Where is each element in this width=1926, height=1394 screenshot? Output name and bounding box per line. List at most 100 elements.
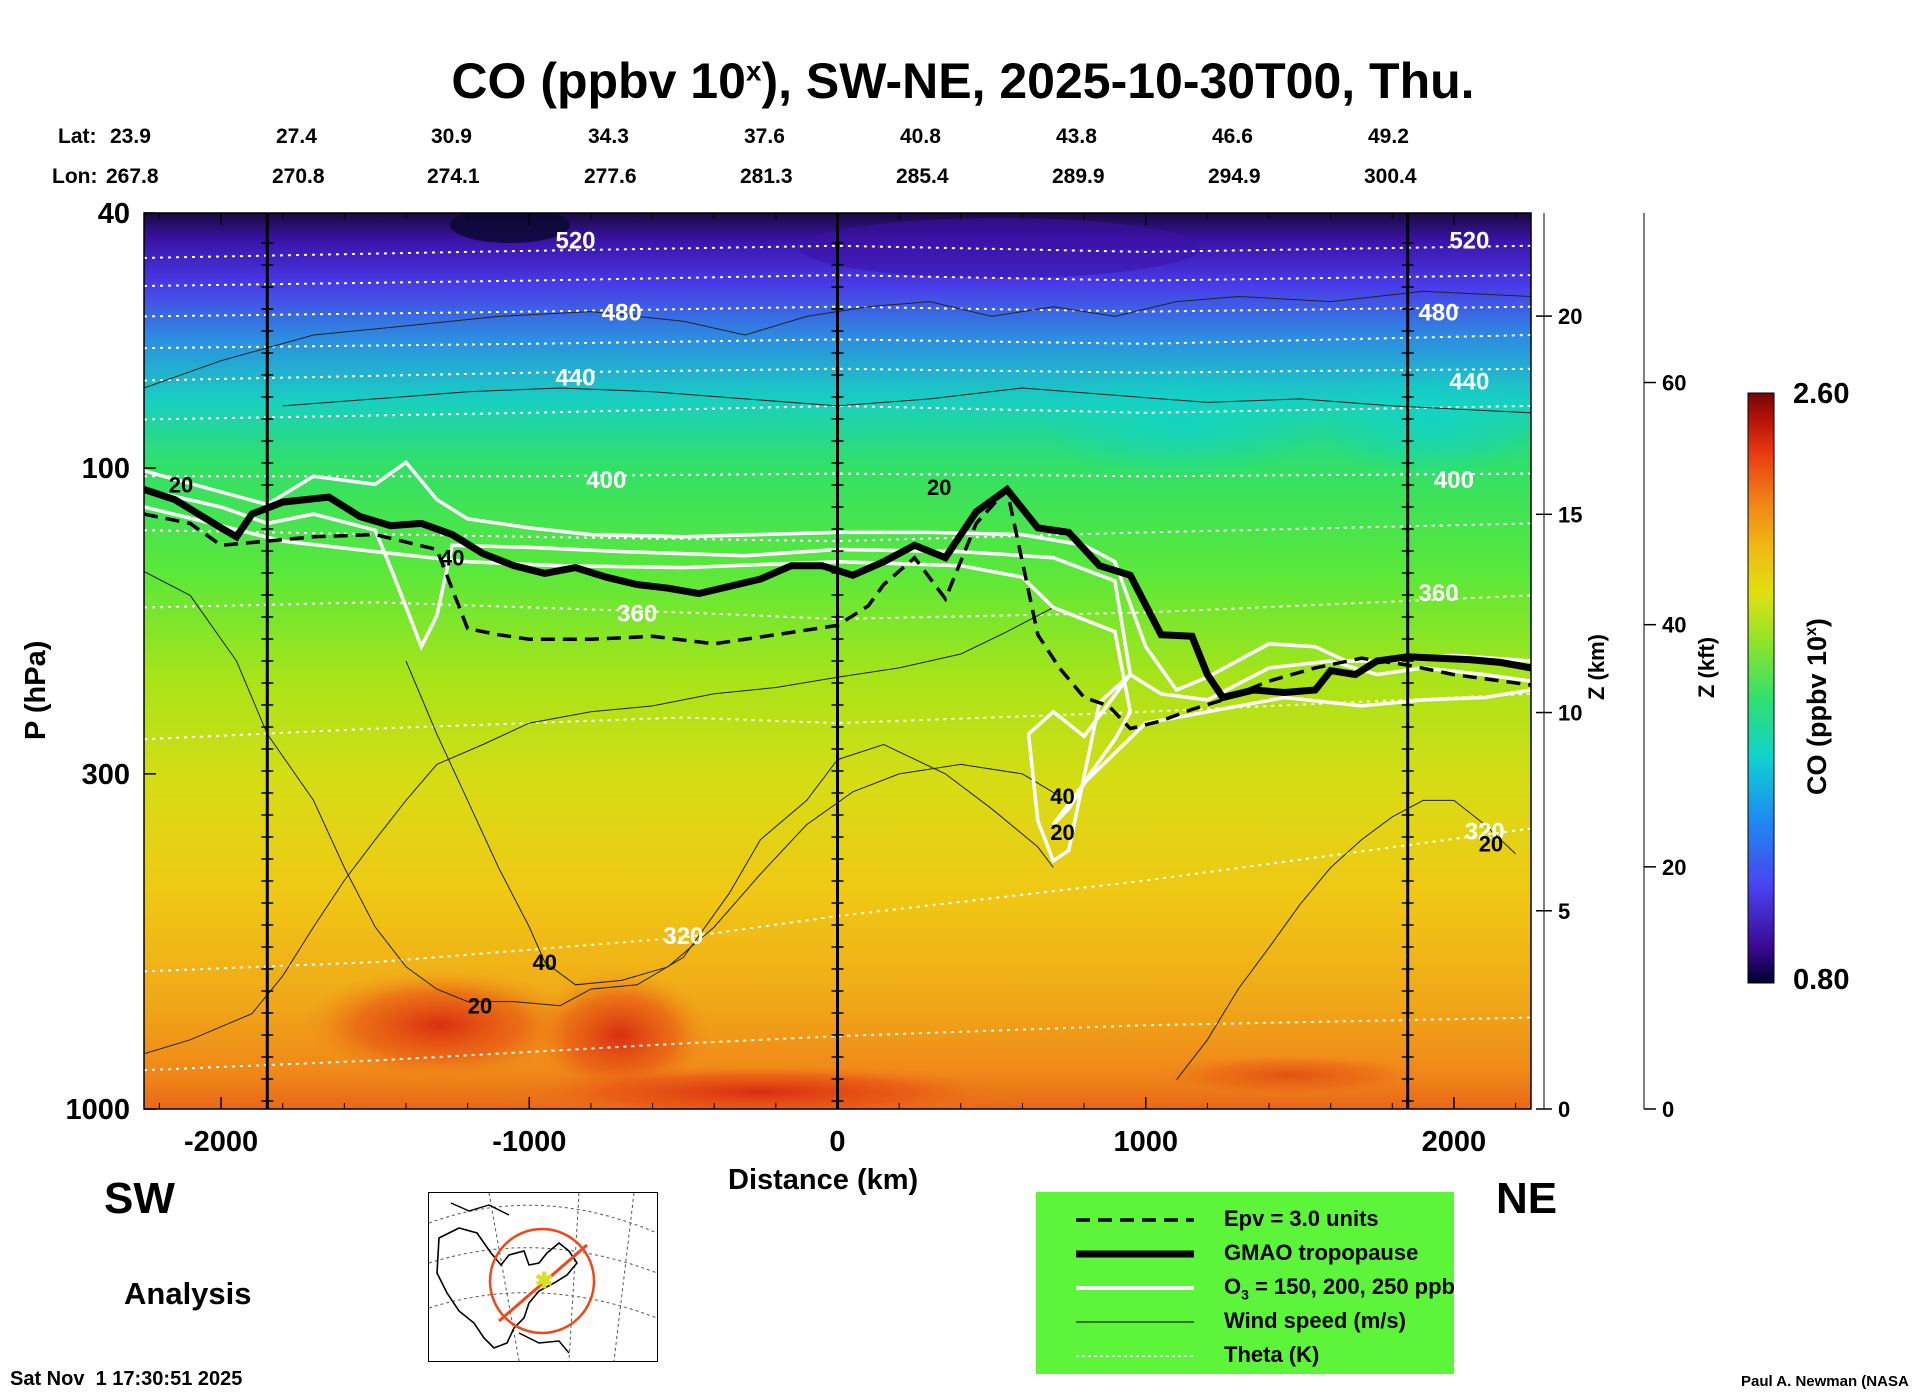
lat-value: 23.9	[110, 125, 151, 148]
x-tick-label: 0	[829, 1126, 845, 1158]
z-km-tick-label: 15	[1558, 502, 1582, 527]
lon-value: 300.4	[1364, 165, 1417, 188]
wind-label: 20	[927, 475, 951, 500]
lat-value: 27.4	[276, 125, 317, 148]
theta-label: 320	[663, 923, 703, 950]
ne-label: NE	[1496, 1174, 1558, 1223]
lat-value: 34.3	[588, 125, 629, 148]
z-km-axis-title: Z (km)	[1584, 634, 1609, 700]
wind-label: 20	[1479, 831, 1503, 856]
credit: Paul A. Newman (NASA	[1741, 1373, 1909, 1390]
page-title: CO (ppbv 10x), SW-NE, 2025-10-30T00, Thu…	[451, 53, 1475, 109]
legend: Epv = 3.0 units GMAO tropopause O3 = 150…	[1036, 1192, 1455, 1374]
inset-map: ✱	[428, 1192, 658, 1362]
theta-line	[144, 692, 1531, 741]
x-tick-label: -2000	[184, 1126, 258, 1158]
x-tick-label: 1000	[1113, 1126, 1178, 1158]
legend-item-epv: Epv = 3.0 units	[1036, 1204, 1454, 1236]
lon-value: 267.8	[106, 165, 159, 188]
legend-item-o3: O3 = 150, 200, 250 ppb	[1036, 1272, 1455, 1304]
theta-line	[144, 334, 1531, 350]
legend-item-theta: Theta (K)	[1036, 1340, 1454, 1372]
map-coastline	[450, 1202, 510, 1216]
map-center-marker: ✱	[535, 1268, 553, 1293]
theta-line	[144, 367, 1531, 382]
theta-label: 520	[1449, 228, 1489, 255]
y-tick-label: 300	[82, 759, 130, 791]
theta-line	[144, 1016, 1531, 1072]
theta-label: 400	[1434, 467, 1474, 494]
lat-value: 37.6	[744, 125, 785, 148]
legend-label: Epv = 3.0 units	[1224, 1206, 1379, 1231]
lon-value: 289.9	[1052, 165, 1105, 188]
lon-value: 285.4	[896, 165, 949, 188]
z-kft-axis: 0 20 40 60	[1643, 213, 1686, 1122]
wind-line	[1176, 799, 1516, 1081]
lat-value: 46.6	[1212, 125, 1253, 148]
map-graticule	[613, 1192, 635, 1362]
wind-label: 40	[532, 950, 556, 975]
o3-lines	[144, 460, 1531, 864]
colorbar	[1747, 392, 1775, 984]
lon-value: 277.6	[584, 165, 637, 188]
wind-lines	[144, 290, 1531, 1081]
lon-value: 270.8	[272, 165, 325, 188]
lat-value: 30.9	[431, 125, 472, 148]
z-km-tick-label: 20	[1558, 304, 1582, 329]
x-axis-title: Distance (km)	[728, 1164, 919, 1196]
theta-line	[144, 827, 1531, 973]
x-axis: -2000 -1000 0 1000 2000	[158, 213, 1517, 1158]
theta-line	[144, 594, 1531, 621]
theta-line	[144, 274, 1531, 287]
theta-line	[144, 305, 1531, 318]
theta-label: 480	[602, 300, 642, 327]
lat-label: Lat:	[58, 125, 97, 148]
wind-label: 40	[440, 546, 464, 571]
wind-line	[144, 290, 1531, 389]
theta-line	[144, 522, 1531, 543]
lon-value: 294.9	[1208, 165, 1261, 188]
z-kft-tick-label: 0	[1662, 1097, 1674, 1122]
lat-value: 49.2	[1368, 125, 1409, 148]
map-range-circle	[488, 1227, 596, 1335]
theta-label: 520	[555, 228, 595, 255]
z-km-tick-label: 10	[1558, 701, 1582, 726]
x-tick-label: -1000	[492, 1126, 566, 1158]
colorbar-max-label: 2.60	[1793, 378, 1850, 410]
lat-value: 40.8	[900, 125, 941, 148]
legend-item-tropopause: GMAO tropopause	[1036, 1238, 1454, 1270]
y-axis-title: P (hPa)	[20, 640, 52, 740]
legend-label: Theta (K)	[1224, 1342, 1320, 1367]
legend-swatch-white	[1076, 1286, 1194, 1290]
map-section-line	[498, 1243, 588, 1323]
theta-label: 440	[555, 365, 595, 392]
inset-map-svg: ✱	[428, 1192, 658, 1362]
theta-line	[144, 404, 1531, 421]
theta-label: 480	[1419, 300, 1459, 327]
y-tick-label: 100	[82, 453, 130, 485]
analysis-label: Analysis	[124, 1276, 252, 1311]
wind-label: 40	[1050, 784, 1074, 809]
map-graticule	[488, 1192, 520, 1362]
theta-label: 360	[617, 600, 657, 627]
legend-swatch-dotted	[1076, 1355, 1194, 1357]
legend-swatch-dashed	[1076, 1218, 1194, 1222]
z-km-axis: 0 5 10 15 20	[1536, 213, 1582, 1122]
timestamp: Sat Nov 1 17:30:51 2025	[10, 1368, 243, 1390]
legend-label: O3 = 150, 200, 250 ppb	[1224, 1274, 1455, 1303]
y-tick-label: 1000	[65, 1094, 130, 1126]
wind-line	[144, 571, 1054, 1007]
legend-swatch-thick	[1076, 1250, 1194, 1258]
legend-swatch-thin	[1076, 1321, 1194, 1323]
z-kft-tick-label: 20	[1662, 855, 1686, 880]
legend-item-wind: Wind speed (m/s)	[1036, 1306, 1454, 1338]
co-min-region-3	[800, 218, 1200, 278]
theta-label: 360	[1419, 580, 1459, 607]
z-km-tick-label: 0	[1558, 1097, 1570, 1122]
wind-label: 20	[169, 472, 193, 497]
wind-line	[282, 387, 1531, 414]
lon-value: 274.1	[427, 165, 480, 188]
theta-label: 400	[586, 467, 626, 494]
